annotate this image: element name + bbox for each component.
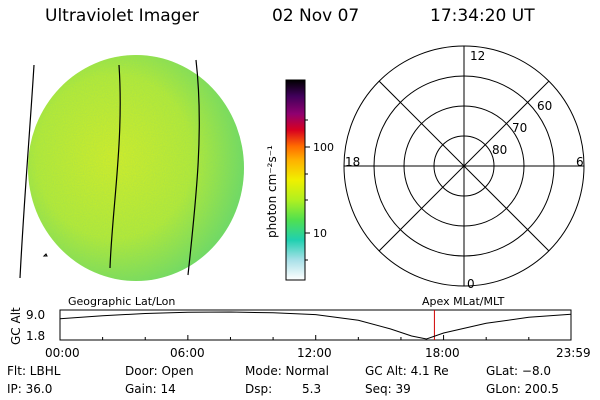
meridian-line [187, 59, 200, 276]
polar-plot [343, 45, 585, 287]
mlt-label-18: 18 [345, 155, 360, 169]
coast-mark [42, 253, 48, 257]
colorbar-tick-label: 100 [313, 141, 334, 154]
status-glat: GLat: −8.0 [486, 364, 552, 378]
time-tick-label: 06:00 [170, 346, 205, 360]
colorbar-unit-label: photon cm⁻²s⁻¹ [265, 145, 279, 238]
status-dsp-value: 5.3 [302, 382, 322, 396]
colorbar-gradient [285, 79, 306, 281]
timeline-right-label: Apex MLat/MLT [422, 295, 505, 308]
mlt-label-0: 0 [467, 277, 475, 291]
status-dsp-label: Dsp: [245, 382, 273, 396]
mlt-label-6: 6 [576, 155, 584, 169]
timeline-left-label: Geographic Lat/Lon [68, 295, 175, 308]
time-label: 17:34:20 UT [430, 6, 535, 26]
mlt-label-12: 12 [470, 49, 485, 63]
polar-diagonal [378, 80, 550, 252]
lat-label-60: 60 [537, 99, 552, 113]
timeline-ytick: 9.0 [26, 308, 45, 322]
timeline-plot [59, 309, 572, 341]
timeline-ytick: 1.8 [26, 329, 45, 343]
time-tick-label: 18:00 [425, 346, 460, 360]
date-label: 02 Nov 07 [272, 6, 360, 26]
colorbar-tick-label: 10 [313, 227, 327, 240]
instrument-title: Ultraviolet Imager [45, 6, 199, 26]
status-ip: IP: 36.0 [7, 382, 53, 396]
colorbar: 100 10 photon cm⁻²s⁻¹ [265, 79, 334, 281]
time-tick-label: 00:00 [45, 346, 80, 360]
status-seq: Seq: 39 [365, 382, 411, 396]
altitude-series-line [59, 311, 572, 340]
status-mode: Mode: Normal [245, 364, 329, 378]
status-glon: GLon: 200.5 [486, 382, 559, 396]
status-gain: Gain: 14 [125, 382, 176, 396]
status-gc-alt: GC Alt: 4.1 Re [365, 364, 449, 378]
earth-disk-noise [28, 55, 244, 281]
lat-label-70: 70 [512, 121, 527, 135]
meridian-line [19, 64, 35, 279]
time-tick-label: 23:59 [556, 346, 591, 360]
lat-label-80: 80 [492, 143, 507, 157]
meridian-line [109, 64, 121, 269]
status-filter: Flt: LBHL [7, 364, 61, 378]
uv-image [19, 55, 244, 281]
timeline-ylabel: GC Alt [9, 307, 23, 345]
status-door: Door: Open [125, 364, 194, 378]
time-tick-label: 12:00 [297, 346, 332, 360]
